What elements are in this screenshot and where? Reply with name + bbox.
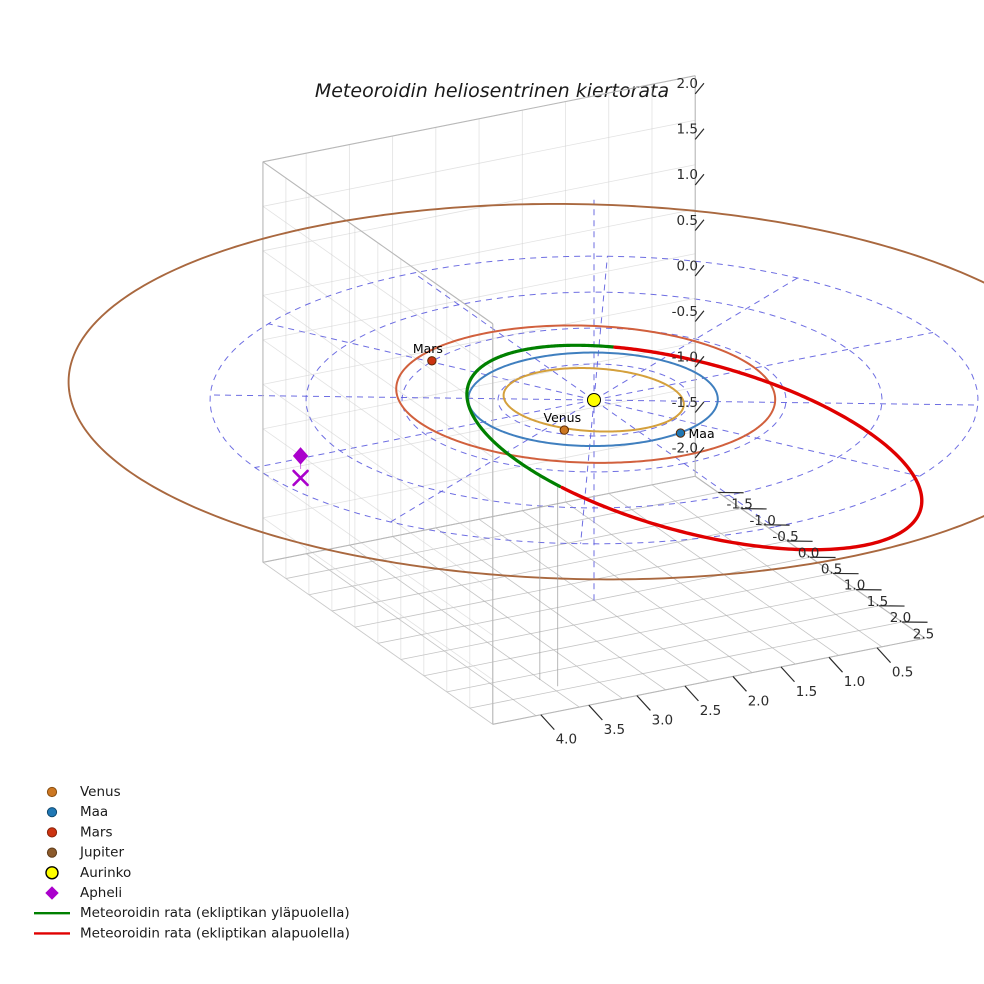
- legend: Venus Maa Mars Jupiter Aurinko Apheli Meteoroi…: [34, 784, 350, 941]
- y-tick-label: 4.0: [556, 732, 577, 748]
- legend-marker-circle: [45, 866, 59, 880]
- planet-orbits: [395, 324, 777, 464]
- x-tick-label: 1.0: [844, 578, 865, 594]
- y-tick-label: 1.5: [796, 684, 817, 700]
- x-tick-label: 2.0: [890, 610, 911, 626]
- meteoroid-droplines: [539, 475, 559, 687]
- legend-label: Meteoroidin rata (ekliptikan yläpuolella…: [80, 905, 350, 921]
- meteoroid-below: [560, 345, 924, 552]
- orbit-venus: [502, 367, 685, 433]
- z-tick-label: 0.5: [676, 213, 697, 229]
- label-maa: Maa: [689, 426, 715, 441]
- z-tick-label: 0.0: [676, 258, 697, 274]
- aphelion-projection-marker: [292, 469, 309, 487]
- marker-mars: [427, 356, 437, 366]
- y-tick-label: 0.5: [892, 665, 913, 681]
- z-tick-label: -0.5: [672, 304, 698, 320]
- x-tick-label: -0.5: [772, 529, 798, 545]
- x-tick-label: 2.5: [913, 626, 934, 642]
- legend-item-7[interactable]: Meteoroidin rata (ekliptikan alapuolella…: [34, 925, 350, 941]
- legend-marker-circle: [46, 807, 58, 818]
- legend-marker-diamond: [45, 886, 59, 900]
- orbit-meteoroid: [465, 343, 924, 552]
- x-tick-label: -1.0: [749, 513, 775, 529]
- z-tick-label: 1.5: [676, 122, 697, 138]
- x-tick-label: 0.0: [798, 545, 819, 561]
- orbit-jupiter: [67, 202, 984, 581]
- legend-label: Meteoroidin rata (ekliptikan alapuolella…: [80, 925, 350, 941]
- legend-item-4[interactable]: Aurinko: [45, 865, 131, 881]
- legend-label: Aurinko: [80, 865, 131, 881]
- legend-item-5[interactable]: Apheli: [45, 885, 122, 901]
- legend-label: Mars: [80, 824, 113, 840]
- x-tick-label: 1.5: [867, 594, 888, 610]
- legend-label: Venus: [80, 784, 121, 800]
- legend-label: Jupiter: [79, 845, 124, 861]
- z-tick-label: -1.0: [672, 349, 698, 365]
- marker-maa: [675, 428, 686, 438]
- x-tick-label: -1.5: [726, 497, 752, 513]
- z-tick-label: 1.0: [676, 167, 697, 183]
- meteoroid-above: [465, 354, 562, 488]
- y-tick-label: 3.5: [604, 722, 625, 738]
- z-tick-label: -1.5: [672, 395, 698, 411]
- legend-label: Maa: [80, 804, 108, 820]
- legend-item-6[interactable]: Meteoroidin rata (ekliptikan yläpuolella…: [34, 905, 350, 921]
- label-venus: Venus: [543, 410, 581, 425]
- axis-ticks: 2.01.51.00.50.0-0.5-1.0-1.5-2.0-1.5-1.0-…: [540, 76, 934, 748]
- z-tick-label: -2.0: [672, 440, 698, 456]
- x-tick-label: 0.5: [821, 561, 842, 577]
- meteoroid-above: [499, 343, 615, 358]
- legend-item-3[interactable]: Jupiter: [46, 845, 124, 861]
- y-tick-label: 1.0: [844, 674, 865, 690]
- label-mars: Mars: [413, 341, 443, 356]
- orbit-mars: [395, 324, 777, 464]
- legend-label: Apheli: [80, 885, 122, 901]
- polar-grid: [209, 199, 979, 601]
- legend-marker-circle: [46, 847, 58, 858]
- page-title: Meteoroidin heliosentrinen kiertorata: [315, 80, 669, 102]
- y-tick-label: 2.5: [700, 703, 721, 719]
- body-markers: Mars Venus Maa: [292, 341, 715, 487]
- legend-item-0[interactable]: Venus: [46, 784, 121, 800]
- marker-venus: [559, 425, 570, 435]
- sun-marker: [587, 393, 601, 407]
- legend-marker-circle: [46, 786, 58, 798]
- y-tick-label: 3.0: [652, 712, 673, 728]
- axis-spines: [262, 75, 926, 725]
- legend-marker-circle: [46, 827, 58, 838]
- z-tick-label: 2.0: [676, 76, 697, 92]
- legend-item-2[interactable]: Mars: [46, 824, 113, 840]
- orbit-maa: [467, 351, 719, 448]
- y-tick-label: 2.0: [748, 693, 769, 709]
- legend-item-1[interactable]: Maa: [46, 804, 108, 820]
